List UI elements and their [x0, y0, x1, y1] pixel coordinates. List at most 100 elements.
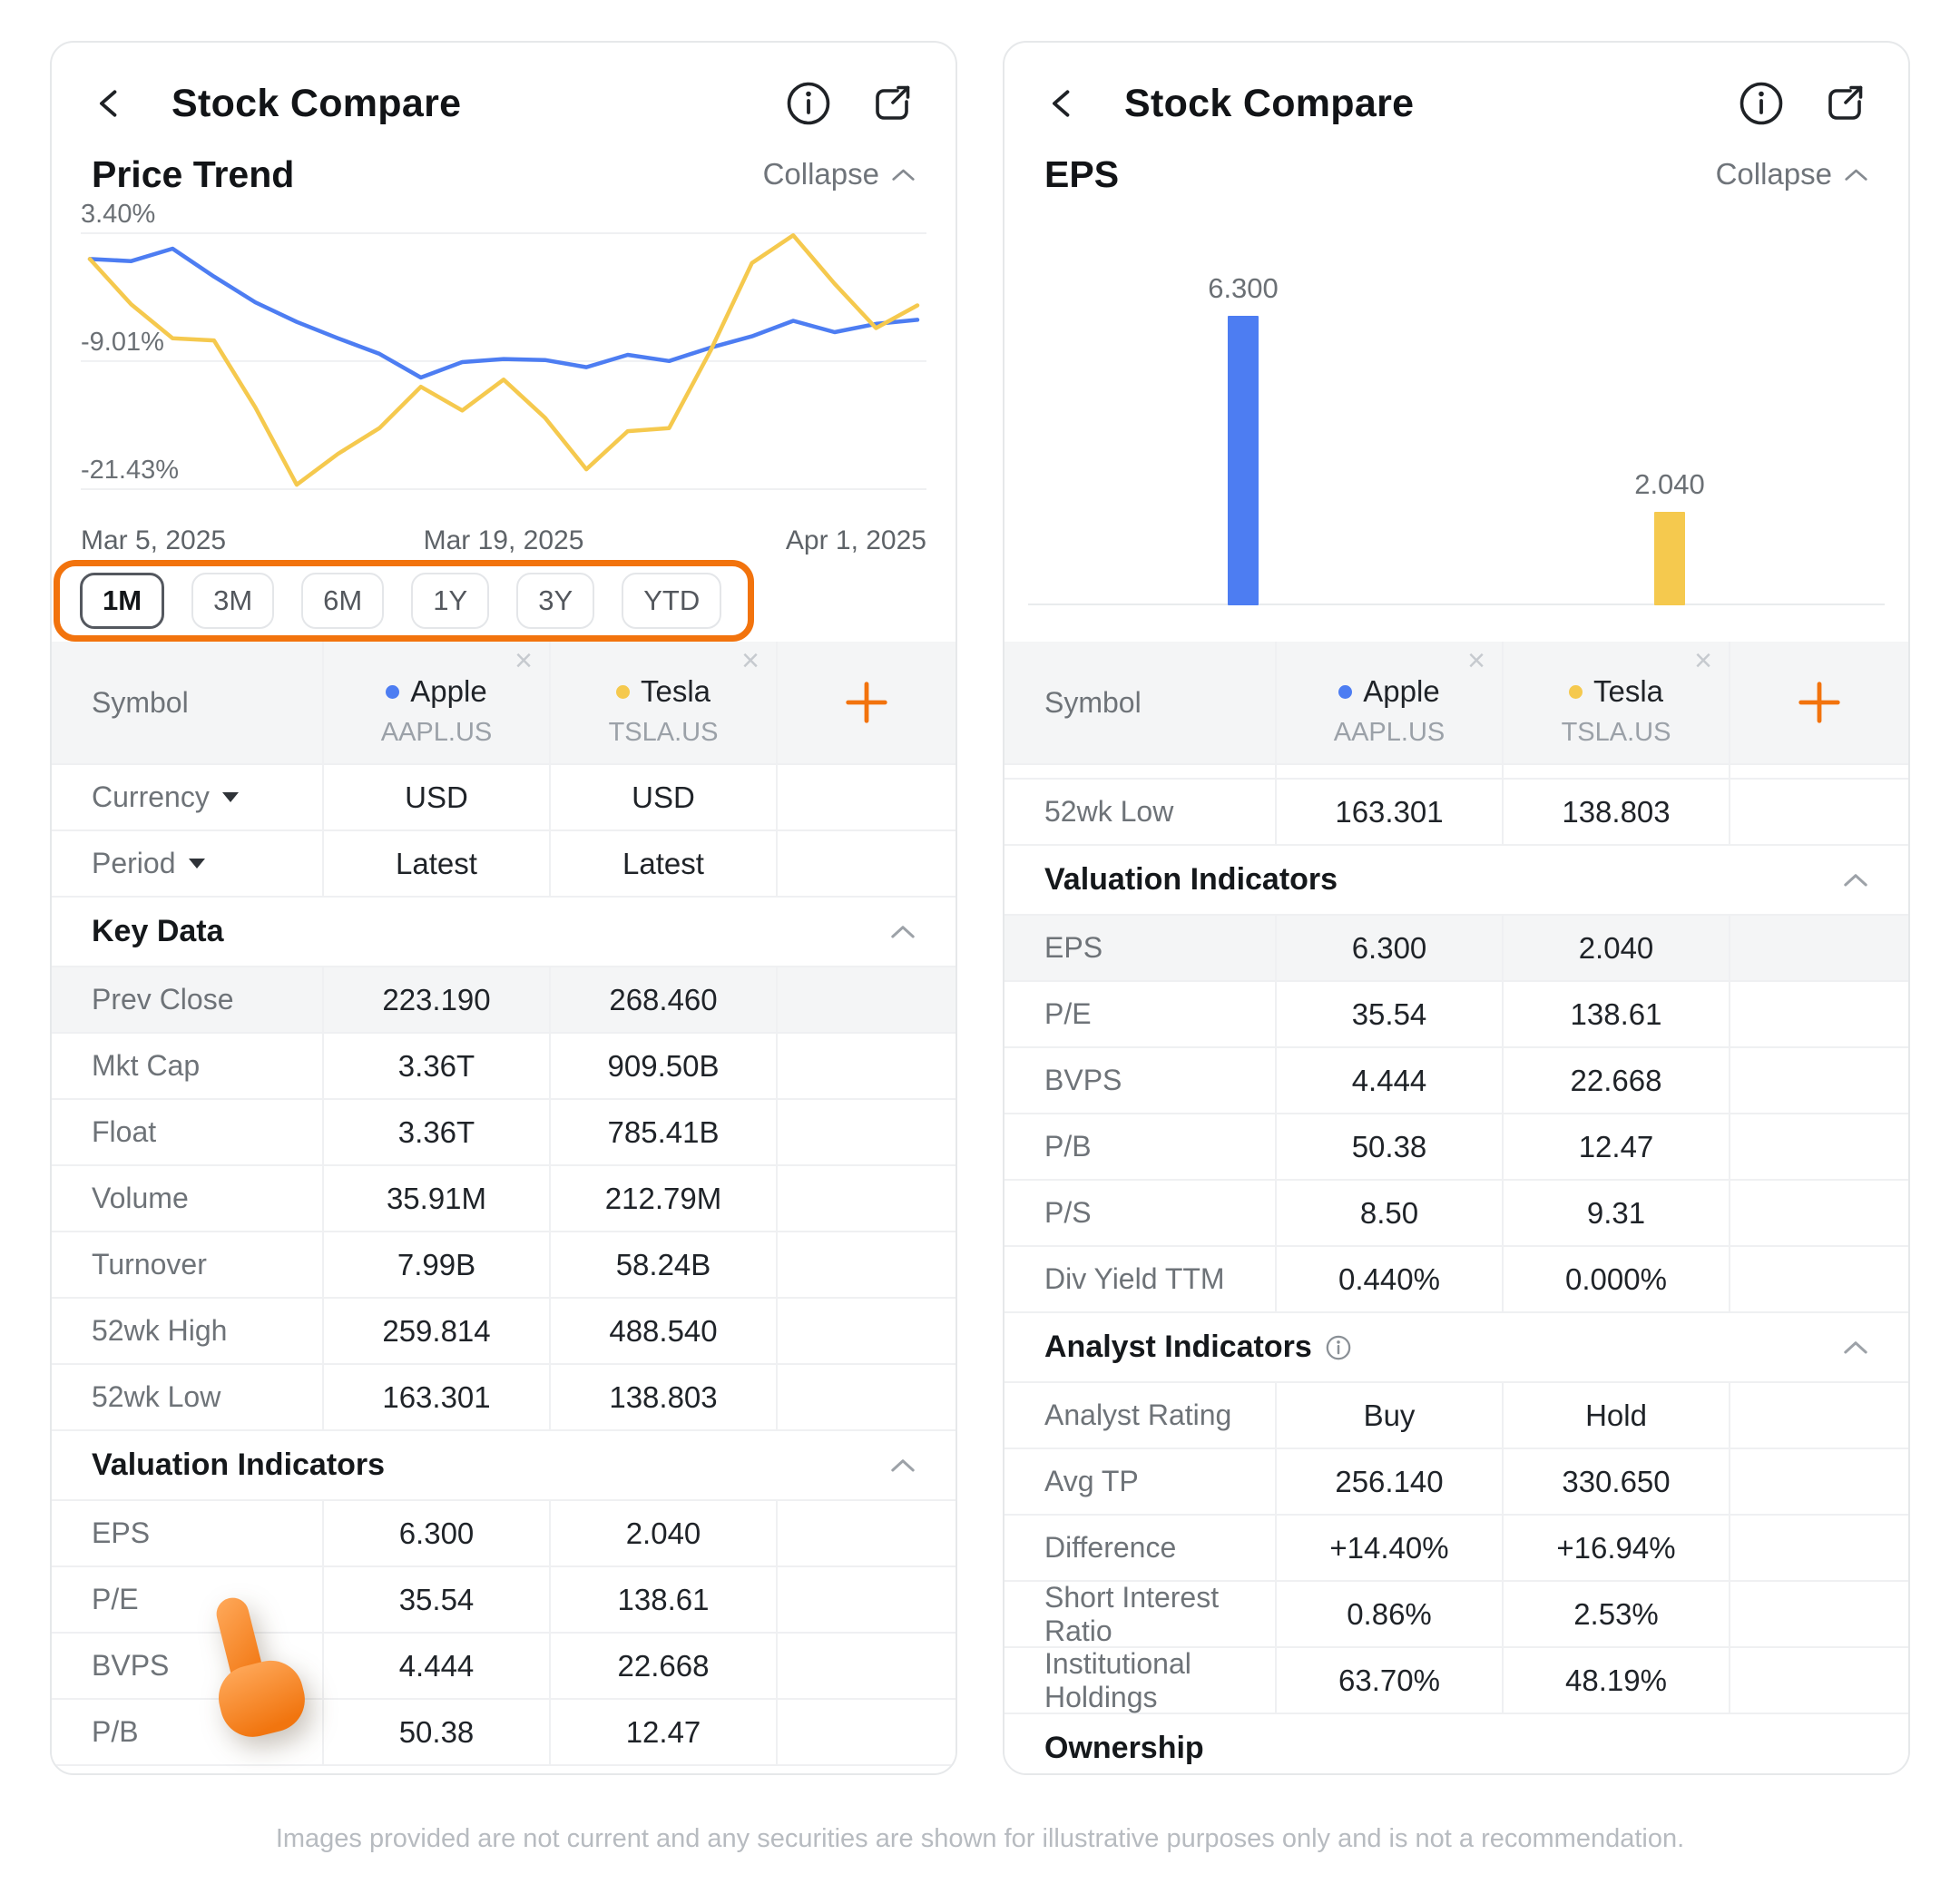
info-button[interactable] [1738, 80, 1785, 127]
row-label: BVPS [52, 1634, 324, 1698]
table-row-p-b[interactable]: P/B 50.38 12.47 [1004, 1114, 1908, 1181]
share-button[interactable] [1821, 80, 1868, 127]
table-row-p-s[interactable]: P/S 8.50 9.31 [1004, 1181, 1908, 1247]
table-row-institutional-holdings[interactable]: Institutional Holdings 63.70% 48.19% [1004, 1647, 1908, 1714]
collapse-button-price-trend[interactable]: Collapse [763, 157, 916, 191]
stock-name: Tesla [615, 674, 710, 709]
table-row-eps[interactable]: EPS 6.300 2.040 [52, 1501, 956, 1567]
cell-tesla: 138.803 [1504, 780, 1730, 844]
section-row-title: Analyst Indicators [1044, 1330, 1352, 1365]
row-label: Prev Close [52, 967, 324, 1032]
section-row-key-data[interactable]: Key Data [52, 898, 956, 967]
section-row-analyst-indicators[interactable]: Analyst Indicators [1004, 1313, 1908, 1383]
left-card: Stock Compare Price Trend Collapse 3.40%… [50, 41, 957, 1775]
comparison-table-left: Symbol × Apple AAPL.US × Tesla TSLA.US Currency… [52, 642, 956, 1766]
close-icon[interactable]: × [1467, 643, 1485, 678]
collapse-button-eps[interactable]: Collapse [1716, 157, 1868, 191]
close-icon[interactable]: × [514, 643, 533, 678]
table-row-currency[interactable]: Currency USD USD [52, 765, 956, 831]
comparison-table-right: Symbol × Apple AAPL.US × Tesla TSLA.US 52wk Low… [1004, 642, 1908, 1773]
share-button[interactable] [868, 80, 916, 127]
dropdown-caret-icon[interactable] [188, 859, 205, 869]
period-button-1m[interactable]: 1M [80, 573, 165, 629]
row-label: 52wk Low [1004, 780, 1277, 844]
row-label: Currency [52, 765, 324, 829]
cell-tesla: 22.668 [1504, 1048, 1730, 1113]
table-row-difference[interactable]: Difference +14.40% +16.94% [1004, 1516, 1908, 1582]
section-chevron-icon[interactable] [890, 1457, 916, 1473]
section-chevron-icon[interactable] [890, 924, 916, 939]
add-symbol-cell [1730, 642, 1908, 763]
add-symbol-button[interactable] [1795, 678, 1844, 727]
dropdown-caret-icon[interactable] [221, 792, 239, 802]
stock-dot-icon [615, 684, 630, 699]
series-tesla-line [87, 233, 920, 487]
plus-icon [1798, 682, 1840, 723]
table-row-52wk-low[interactable]: 52wk Low 163.301 138.803 [1004, 780, 1908, 846]
cell-apple: 6.300 [324, 1501, 551, 1565]
cell-apple: 50.38 [1277, 1114, 1504, 1179]
table-row-short-interest-ratio[interactable]: Short Interest Ratio 0.86% 2.53% [1004, 1581, 1908, 1648]
table-row-bvps[interactable]: BVPS 4.444 22.668 [1004, 1048, 1908, 1114]
stock-dot-icon [1568, 684, 1583, 699]
table-row-p-e[interactable]: P/E 35.54 138.61 [1004, 982, 1908, 1048]
table-row-eps[interactable]: EPS 6.300 2.040 [1004, 916, 1908, 982]
table-row-div-yield-ttm[interactable]: Div Yield TTM 0.440% 0.000% [1004, 1247, 1908, 1313]
section-chevron-icon[interactable] [1843, 1340, 1868, 1355]
bar-value-label: 2.040 [1634, 467, 1705, 500]
section-row-title: Key Data [92, 914, 224, 948]
period-button-1y[interactable]: 1Y [411, 573, 490, 629]
cell-tesla: 330.650 [1504, 1449, 1730, 1514]
info-button[interactable] [785, 80, 832, 127]
period-button-6m[interactable]: 6M [301, 573, 385, 629]
close-icon[interactable]: × [1694, 643, 1712, 678]
table-row-period[interactable]: Period Latest Latest [52, 831, 956, 898]
row-label: P/E [1004, 982, 1277, 1046]
cell-apple: USD [324, 765, 551, 829]
cell-tesla: 909.50B [551, 1034, 778, 1098]
table-row-analyst-rating[interactable]: Analyst Rating Buy Hold [1004, 1383, 1908, 1449]
stock-ticker: AAPL.US [1333, 718, 1446, 747]
period-button-3y[interactable]: 3Y [516, 573, 595, 629]
close-icon[interactable]: × [741, 643, 760, 678]
table-row-turnover[interactable]: Turnover 7.99B 58.24B [52, 1232, 956, 1299]
table-row-52wk-high[interactable]: 52wk High 259.814 488.540 [52, 1299, 956, 1365]
info-circle-icon[interactable] [1325, 1334, 1352, 1361]
row-label: Short Interest Ratio [1004, 1581, 1277, 1647]
left-card-header: Stock Compare [52, 43, 956, 133]
info-icon [1740, 82, 1783, 125]
period-button-ytd[interactable]: YTD [622, 573, 722, 629]
section-chevron-icon[interactable] [1843, 872, 1868, 888]
eps-bar-chart: 6.300 2.040 [1004, 197, 1908, 642]
stock-ticker: TSLA.US [608, 718, 719, 747]
column-header-tesla: × Tesla TSLA.US [551, 642, 778, 763]
section-row-valuation-indicators[interactable]: Valuation Indicators [52, 1431, 956, 1501]
cell-tesla: 212.79M [551, 1166, 778, 1231]
cell-apple: 63.70% [1277, 1648, 1504, 1713]
table-row-p-e[interactable]: P/E 35.54 138.61 [52, 1567, 956, 1634]
add-symbol-button[interactable] [842, 678, 891, 727]
table-row-mkt-cap[interactable]: Mkt Cap 3.36T 909.50B [52, 1034, 956, 1100]
table-row-float[interactable]: Float 3.36T 785.41B [52, 1100, 956, 1166]
table-row-prev-close[interactable]: Prev Close 223.190 268.460 [52, 967, 956, 1034]
back-button[interactable] [92, 85, 128, 122]
row-label: P/E [52, 1567, 324, 1632]
back-button[interactable] [1044, 85, 1081, 122]
cell-apple: 6.300 [1277, 916, 1504, 980]
row-label: Mkt Cap [52, 1034, 324, 1098]
row-label: P/B [1004, 1114, 1277, 1179]
section-row-valuation-indicators[interactable]: Valuation Indicators [1004, 846, 1908, 916]
table-row-avg-tp[interactable]: Avg TP 256.140 330.650 [1004, 1449, 1908, 1516]
table-row-volume[interactable]: Volume 35.91M 212.79M [52, 1166, 956, 1232]
cell-apple: 35.91M [324, 1166, 551, 1231]
cell-apple: 163.301 [1277, 780, 1504, 844]
table-row-bvps[interactable]: BVPS 4.444 22.668 [52, 1634, 956, 1700]
row-label: Float [52, 1100, 324, 1164]
cell-apple: 35.54 [324, 1567, 551, 1632]
table-row-52wk-low[interactable]: 52wk Low 163.301 138.803 [52, 1365, 956, 1431]
period-button-3m[interactable]: 3M [191, 573, 275, 629]
row-label: Turnover [52, 1232, 324, 1297]
table-row-p-b[interactable]: P/B 50.38 12.47 [52, 1700, 956, 1766]
cell-apple: 8.50 [1277, 1181, 1504, 1245]
back-chevron-icon [1053, 90, 1070, 117]
